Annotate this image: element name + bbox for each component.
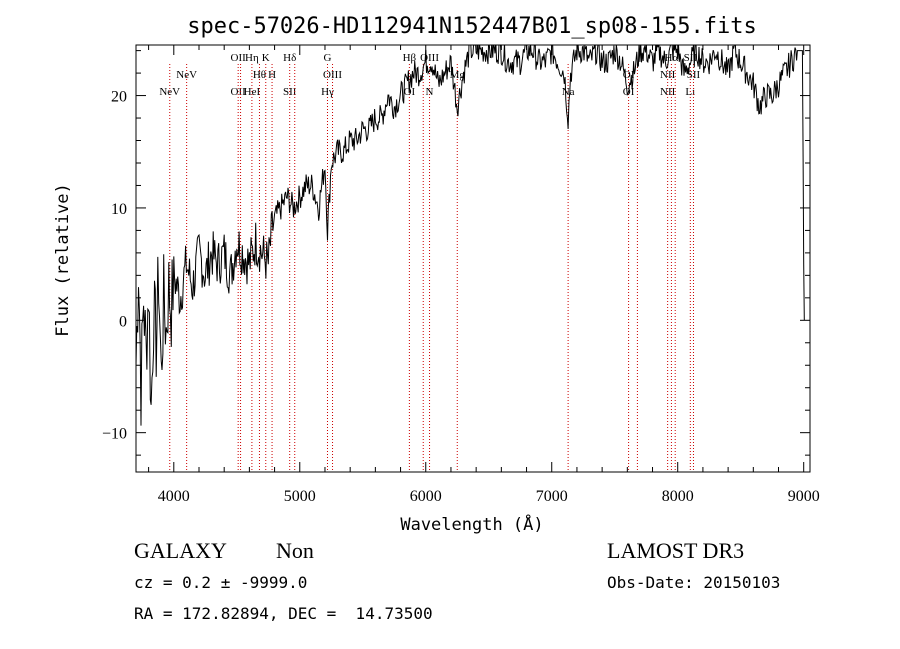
survey-name: LAMOST DR3 [607, 538, 745, 563]
chart-title: spec-57026-HD112941N152447B01_sp08-155.f… [187, 14, 757, 39]
x-tick-label: 6000 [410, 488, 442, 505]
line-label-bottom: NII [660, 86, 676, 98]
line-label-bottom: SII [283, 86, 297, 98]
y-tick-label: 0 [119, 313, 127, 330]
spectral-line-markers: NeVNeVOIIOIIHηHeIHθKHHδSIIGHγOIIIHβOIOII… [159, 52, 701, 472]
line-label-top: Hθ [253, 69, 266, 81]
plot-area [136, 45, 805, 426]
line-label-bottom: Li [685, 86, 695, 98]
line-label-top: Hα [665, 52, 679, 64]
line-label-bottom: NeV [159, 86, 180, 98]
line-label-top: Mg [450, 69, 466, 81]
line-label-top: OI [623, 69, 635, 81]
line-label-top: K [262, 52, 270, 64]
y-tick-label: −10 [102, 426, 127, 443]
x-tick-label: 9000 [788, 488, 820, 505]
line-label-top: OII [231, 52, 247, 64]
line-label-top: Hβ [403, 52, 417, 64]
line-label-top: NeV [176, 69, 197, 81]
spectrum-line [136, 45, 805, 426]
y-tick-label: 20 [111, 89, 127, 106]
redshift-line: cz = 0.2 ± -9999.0 [134, 573, 308, 592]
line-label-top: Hδ [283, 52, 296, 64]
x-axis-label: Wavelength (Å) [400, 513, 543, 535]
line-label-bottom: Na [562, 86, 575, 98]
y-tick-label: 10 [111, 201, 127, 218]
line-label-bottom: OII [231, 86, 247, 98]
axes: 4000 5000 6000 7000 8000 9000 −10 0 10 20 [102, 44, 820, 505]
y-axis-label: Flux (relative) [53, 183, 73, 337]
line-label-top: G [324, 52, 332, 64]
line-label-top: Hη [245, 52, 259, 64]
observation-date: Obs-Date: 20150103 [607, 573, 781, 592]
x-tick-label: 7000 [536, 488, 568, 505]
object-class: GALAXY [134, 538, 227, 563]
line-label-bottom: HeI [244, 86, 261, 98]
x-tick-label: 5000 [284, 488, 316, 505]
line-label-bottom: Hγ [321, 86, 334, 98]
line-label-top: SII [687, 69, 701, 81]
line-label-bottom: N [426, 86, 434, 98]
line-label-top: H [268, 69, 276, 81]
x-tick-label: 8000 [662, 488, 694, 505]
plot-frame [135, 44, 811, 473]
line-label-top: NII [660, 69, 676, 81]
object-subclass: Non [276, 538, 314, 563]
line-label-top: OIII [323, 69, 342, 81]
line-label-top: OIII [420, 52, 439, 64]
x-tick-label: 4000 [158, 488, 190, 505]
coordinates-line: RA = 172.82894, DEC = 14.73500 [134, 604, 433, 623]
